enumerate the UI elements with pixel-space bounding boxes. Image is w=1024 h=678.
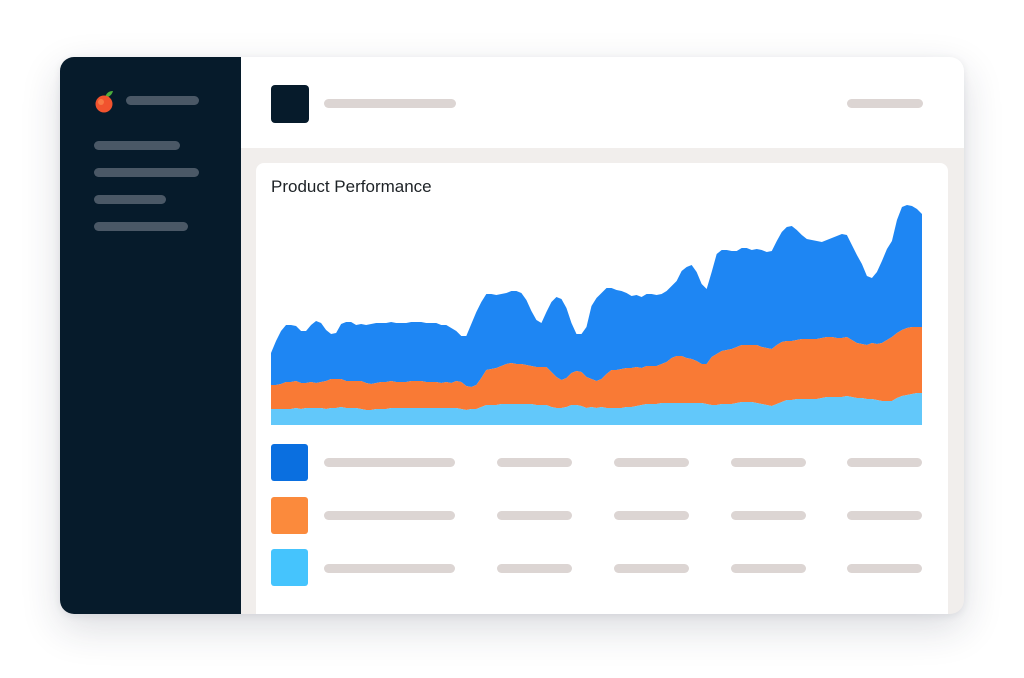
series-3-value-4 [847, 564, 922, 573]
series-2-value-3 [731, 511, 806, 520]
product-performance-card: Product Performance [256, 163, 948, 614]
chart-title: Product Performance [271, 177, 432, 196]
sidebar [60, 57, 241, 614]
header-action-placeholder[interactable] [847, 99, 923, 108]
series-2-value-2 [614, 511, 689, 520]
series-1-value-1 [497, 458, 572, 467]
series-1-swatch [271, 444, 308, 481]
series-2-name-placeholder [324, 511, 455, 520]
sidebar-item-2[interactable] [94, 168, 199, 177]
series-3-value-1 [497, 564, 572, 573]
sidebar-item-4[interactable] [94, 222, 188, 231]
series-3-value-2 [614, 564, 689, 573]
series-1-value-2 [614, 458, 689, 467]
peach-logo-icon[interactable] [94, 89, 116, 113]
series-3-name-placeholder [324, 564, 455, 573]
series-3-value-3 [731, 564, 806, 573]
series-3-swatch [271, 549, 308, 586]
series-1-value-4 [847, 458, 922, 467]
series-2-value-1 [497, 511, 572, 520]
series-1-area [271, 393, 922, 425]
sidebar-item-3[interactable] [94, 195, 166, 204]
header-avatar[interactable] [271, 85, 309, 123]
header-title-placeholder [324, 99, 456, 108]
sidebar-item-1[interactable] [94, 141, 180, 150]
series-2-value-4 [847, 511, 922, 520]
series-1-name-placeholder [324, 458, 455, 467]
app-window: Product Performance [60, 57, 964, 614]
series-1-value-3 [731, 458, 806, 467]
top-header [241, 57, 964, 148]
app-name-placeholder [126, 96, 199, 105]
series-2-swatch [271, 497, 308, 534]
series-2-area [271, 327, 922, 410]
area-chart [271, 205, 922, 425]
series-3-area [271, 205, 922, 387]
